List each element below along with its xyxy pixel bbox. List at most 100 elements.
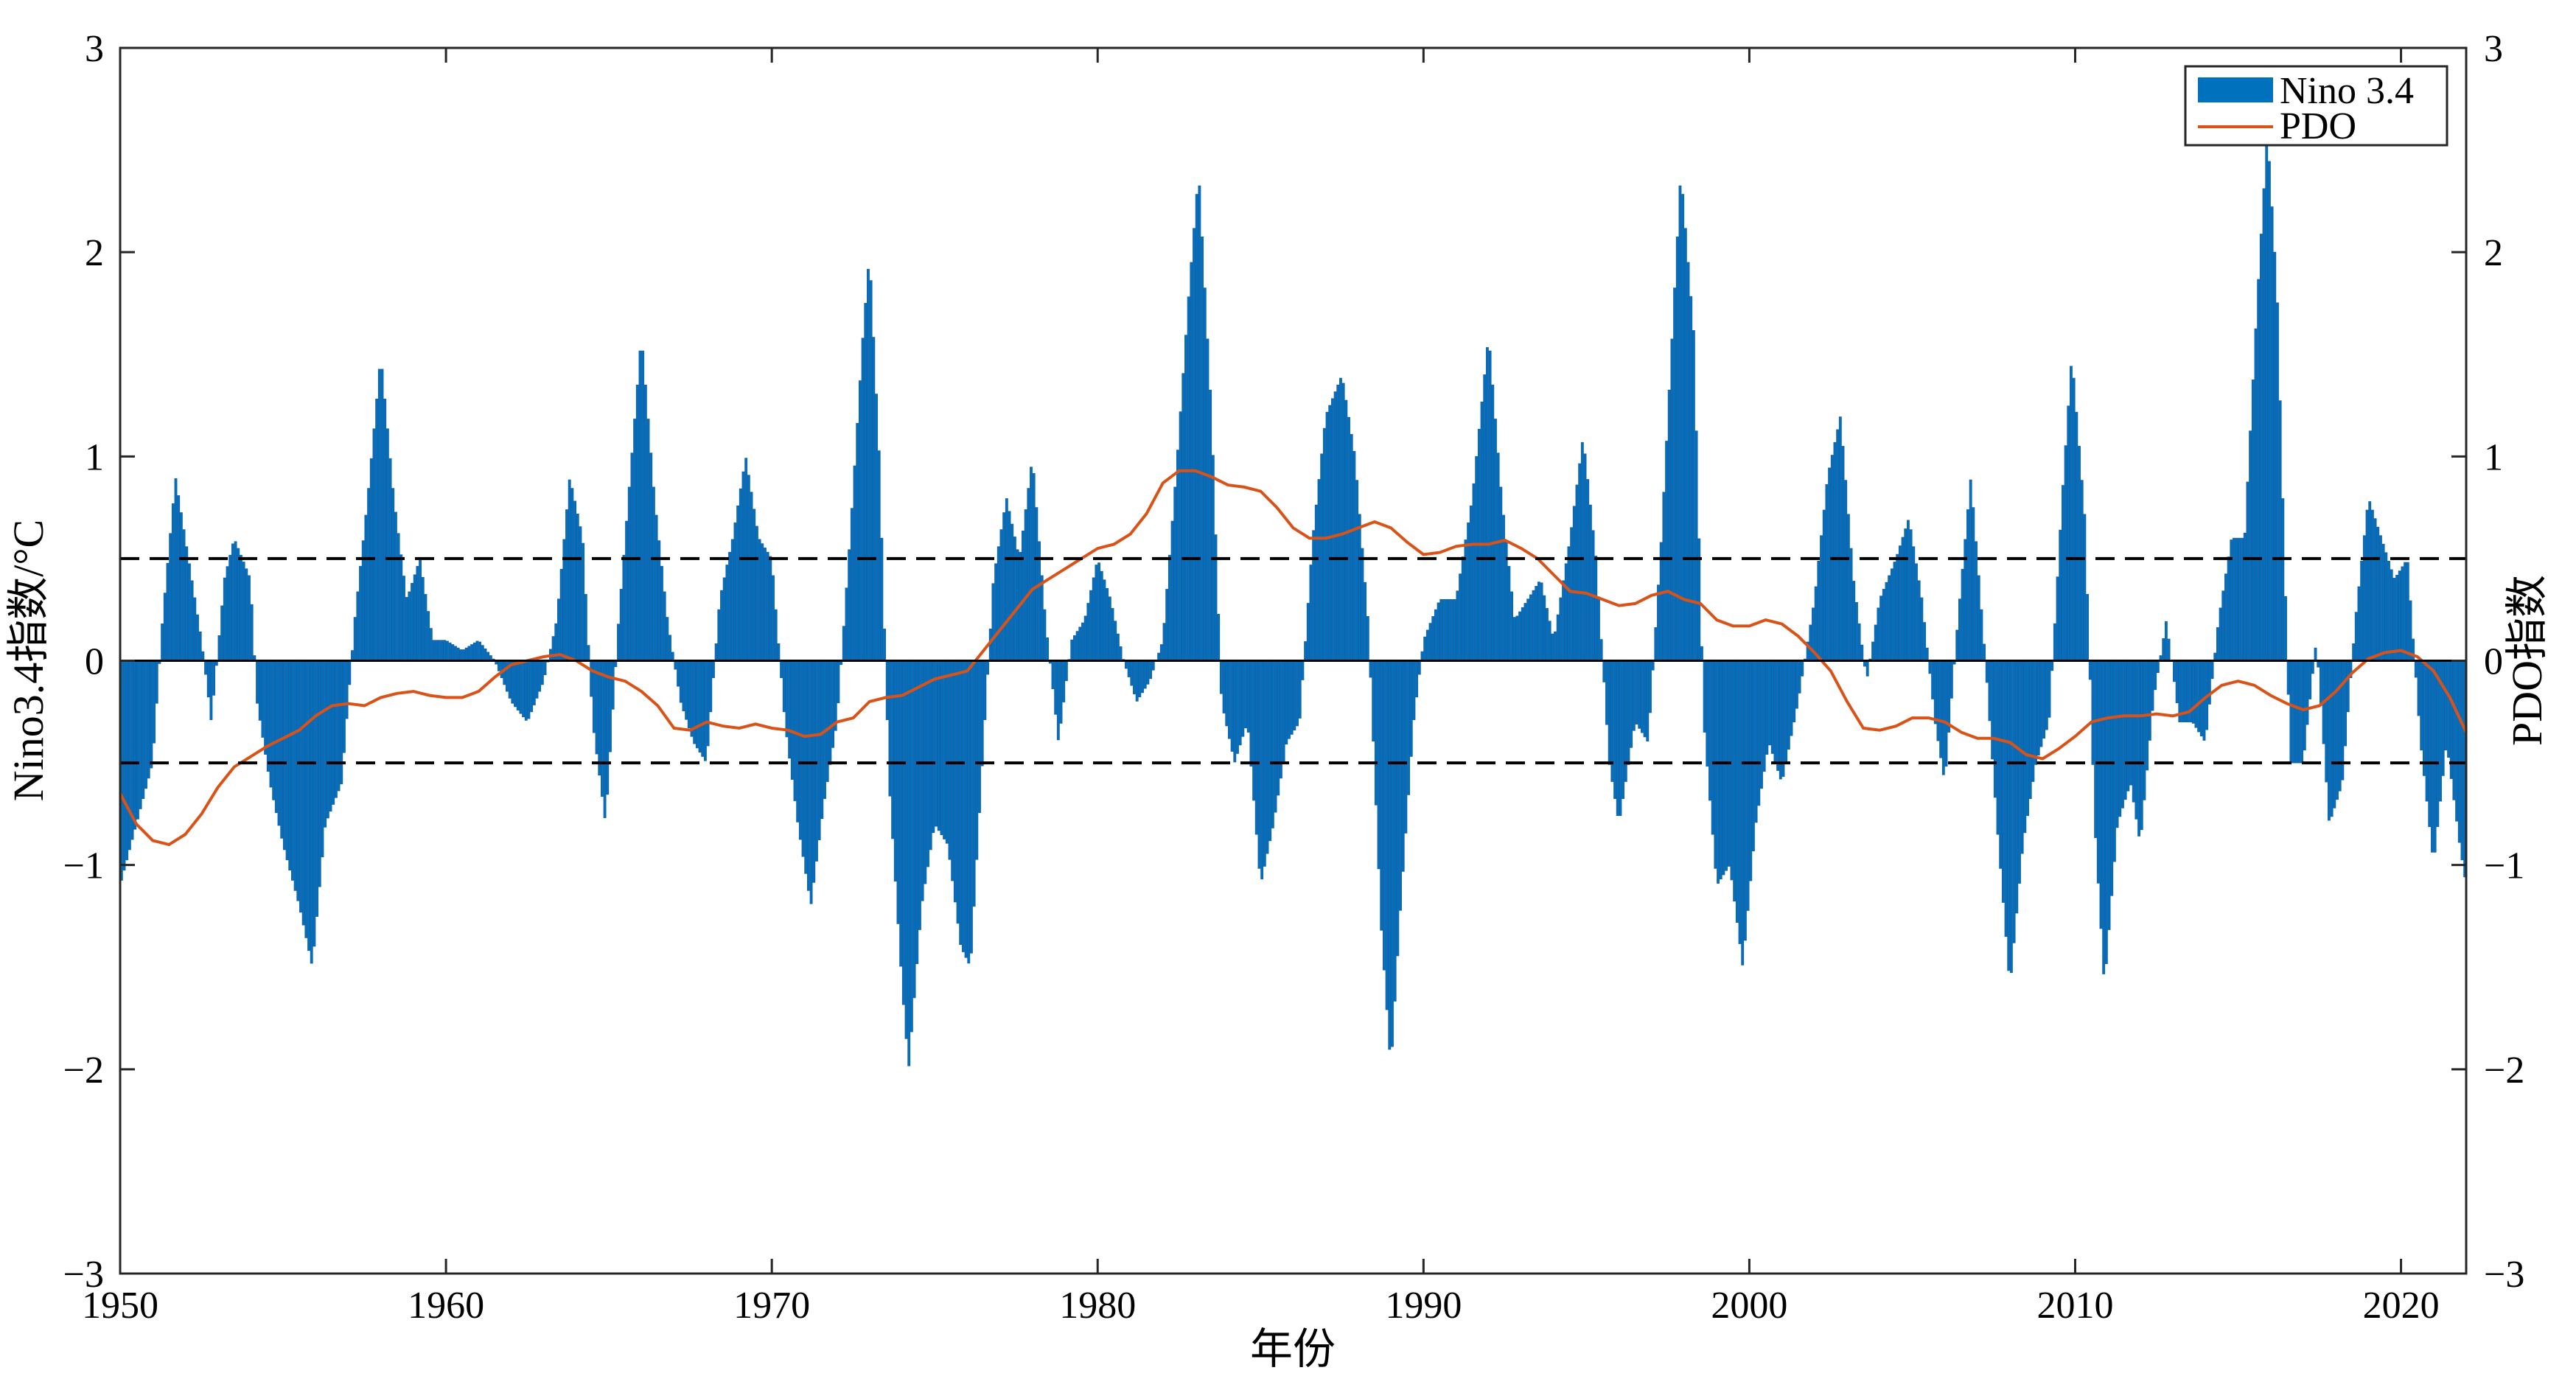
nino-bar	[1377, 660, 1381, 870]
nino-bar	[685, 660, 688, 720]
nino-bar	[1798, 660, 1801, 694]
nino-bar	[1955, 629, 1959, 661]
nino-bar	[831, 660, 835, 748]
nino-bar	[1865, 660, 1869, 677]
nino-bar	[817, 660, 821, 841]
nino-bar	[2330, 660, 2334, 817]
nino-bar	[2306, 660, 2309, 725]
nino-bar	[1554, 631, 1557, 661]
nino-bar	[1991, 660, 1994, 760]
nino-bar	[1654, 627, 1658, 661]
nino-bar	[1543, 595, 1546, 661]
nino-bar	[237, 548, 240, 661]
nino-bar	[2428, 660, 2432, 828]
nino-bar	[277, 660, 281, 826]
nino-bar	[1535, 586, 1538, 661]
nino-bar	[2444, 660, 2448, 751]
nino-bar	[2009, 660, 2013, 974]
nino-bar	[1252, 660, 1256, 801]
nino-bar	[1434, 609, 1437, 661]
nino-bar	[2251, 380, 2255, 661]
nino-bar	[609, 660, 612, 752]
nino-bar	[641, 350, 645, 661]
y-tick-label-left: −2	[63, 1050, 104, 1092]
nino-bar	[964, 660, 968, 958]
nino-bar	[2039, 660, 2043, 747]
nino-bar	[1586, 479, 1590, 661]
nino-bar	[307, 660, 310, 951]
nino-bar	[1279, 660, 1282, 779]
nino-bar	[1749, 660, 1753, 881]
nino-bar	[377, 369, 381, 661]
x-tick-label: 1980	[1059, 1285, 1136, 1327]
nino-bar	[1616, 660, 1619, 817]
nino-bar	[1138, 660, 1142, 697]
nino-bar	[1119, 646, 1123, 661]
nino-bar	[315, 660, 319, 917]
plot-area	[119, 46, 2468, 1275]
nino-bar	[706, 660, 710, 747]
nino-bar	[1214, 534, 1218, 661]
nino-bars	[119, 142, 2467, 1066]
nino-bar	[959, 660, 963, 946]
nino-bar	[290, 660, 294, 881]
nino-bar	[1594, 556, 1598, 661]
nino-bar	[806, 660, 810, 891]
nino-bar	[907, 660, 911, 1066]
nino-bar	[848, 549, 851, 661]
nino-bar	[2336, 660, 2339, 800]
nino-bar	[1442, 598, 1445, 661]
nino-bar	[1184, 335, 1187, 661]
nino-bar	[2018, 660, 2021, 884]
nino-bar	[1241, 660, 1245, 737]
nino-bar	[470, 644, 474, 661]
nino-bar	[413, 574, 416, 661]
nino-bar	[2379, 535, 2382, 661]
nino-bar	[820, 660, 824, 820]
nino-bar	[250, 604, 254, 661]
nino-bar	[1790, 660, 1793, 736]
nino-bar	[1431, 616, 1435, 661]
nino-bar	[2314, 647, 2317, 661]
nino-bar	[440, 640, 444, 661]
nino-bar	[1751, 660, 1755, 852]
nino-bar	[1673, 287, 1677, 661]
nino-bar	[185, 546, 189, 661]
nino-bar	[1817, 560, 1821, 661]
legend: Nino 3.4 PDO	[2184, 65, 2448, 147]
nino-bar	[1448, 598, 1451, 661]
nino-bar	[1062, 660, 1066, 702]
nino-bar	[1985, 660, 1989, 683]
nino-bar	[2360, 560, 2364, 661]
nino-bar	[1532, 590, 1535, 661]
nino-bar	[1366, 616, 1369, 661]
nino-bar	[1339, 377, 1342, 661]
nino-bar	[741, 471, 745, 661]
nino-bar	[2452, 660, 2456, 800]
nino-bar	[153, 660, 156, 744]
pdo-line	[119, 469, 2468, 847]
nino-bar	[380, 369, 384, 661]
nino-bar	[1765, 660, 1769, 755]
nino-bar	[1010, 523, 1014, 661]
nino-bar	[1849, 548, 1853, 661]
nino-bar	[1646, 660, 1650, 742]
nino-bar	[1703, 660, 1706, 733]
nino-bar	[1711, 660, 1714, 835]
nino-bar	[980, 660, 984, 766]
nino-bar	[1822, 509, 1826, 661]
nino-bar	[193, 597, 197, 661]
nino-bar	[2118, 660, 2122, 817]
nino-bar	[1722, 660, 1725, 876]
y-tick-label-left: 1	[85, 436, 104, 478]
nino-bar	[511, 660, 514, 704]
nino-bar	[674, 660, 677, 670]
nino-bar	[815, 660, 818, 862]
nino-bar	[611, 660, 615, 710]
nino-bar	[1580, 441, 1584, 661]
nino-bar	[454, 646, 457, 661]
nino-bar	[2110, 660, 2114, 896]
nino-bar	[1219, 660, 1223, 694]
nino-bar	[1159, 644, 1163, 661]
nino-bar	[1993, 660, 1997, 798]
